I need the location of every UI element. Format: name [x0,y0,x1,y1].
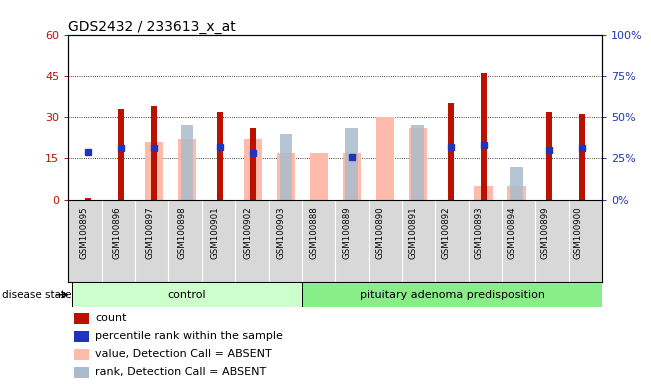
Text: GSM100894: GSM100894 [508,206,516,259]
Text: rank, Detection Call = ABSENT: rank, Detection Call = ABSENT [95,367,266,377]
Bar [181,125,193,200]
Text: GSM100889: GSM100889 [342,206,352,259]
Bar [74,331,89,342]
Bar [302,282,602,307]
Bar [480,73,486,200]
Text: percentile rank within the sample: percentile rank within the sample [95,331,283,341]
Text: value, Detection Call = ABSENT: value, Detection Call = ABSENT [95,349,272,359]
Text: GSM100896: GSM100896 [112,206,121,259]
Bar [546,112,553,200]
Bar [85,198,91,200]
Bar [475,186,493,200]
Text: count: count [95,313,126,323]
Bar [74,367,89,377]
Bar [376,117,394,200]
Bar [409,128,426,200]
Text: GSM100901: GSM100901 [211,206,220,259]
Bar [342,153,361,200]
Bar [145,142,163,200]
Bar [72,282,302,307]
Text: disease state: disease state [2,290,72,300]
Text: GSM100897: GSM100897 [145,206,154,259]
Bar [178,139,196,200]
Bar [411,125,424,200]
Bar [74,313,89,324]
Text: GSM100891: GSM100891 [409,206,418,259]
Text: control: control [168,290,206,300]
Bar [279,134,292,200]
Bar [118,109,124,200]
Bar [151,106,157,200]
Text: GSM100899: GSM100899 [540,206,549,259]
Bar [346,128,358,200]
Bar [250,128,256,200]
Text: GSM100900: GSM100900 [574,206,583,259]
Bar [507,186,525,200]
Bar [74,349,89,359]
Bar [277,153,295,200]
Text: GSM100892: GSM100892 [441,206,450,259]
Text: GSM100895: GSM100895 [79,206,88,259]
Bar [510,167,523,200]
Text: GDS2432 / 233613_x_at: GDS2432 / 233613_x_at [68,20,236,33]
Bar [579,114,585,200]
Bar [217,112,223,200]
Text: pituitary adenoma predisposition: pituitary adenoma predisposition [360,290,545,300]
Text: GSM100893: GSM100893 [475,206,484,259]
Text: GSM100898: GSM100898 [178,206,187,259]
Bar [244,139,262,200]
Bar [310,153,328,200]
Text: GSM100888: GSM100888 [310,206,319,259]
Bar [448,103,454,200]
Text: GSM100903: GSM100903 [277,206,286,259]
Text: GSM100890: GSM100890 [376,206,385,259]
Text: GSM100902: GSM100902 [244,206,253,259]
